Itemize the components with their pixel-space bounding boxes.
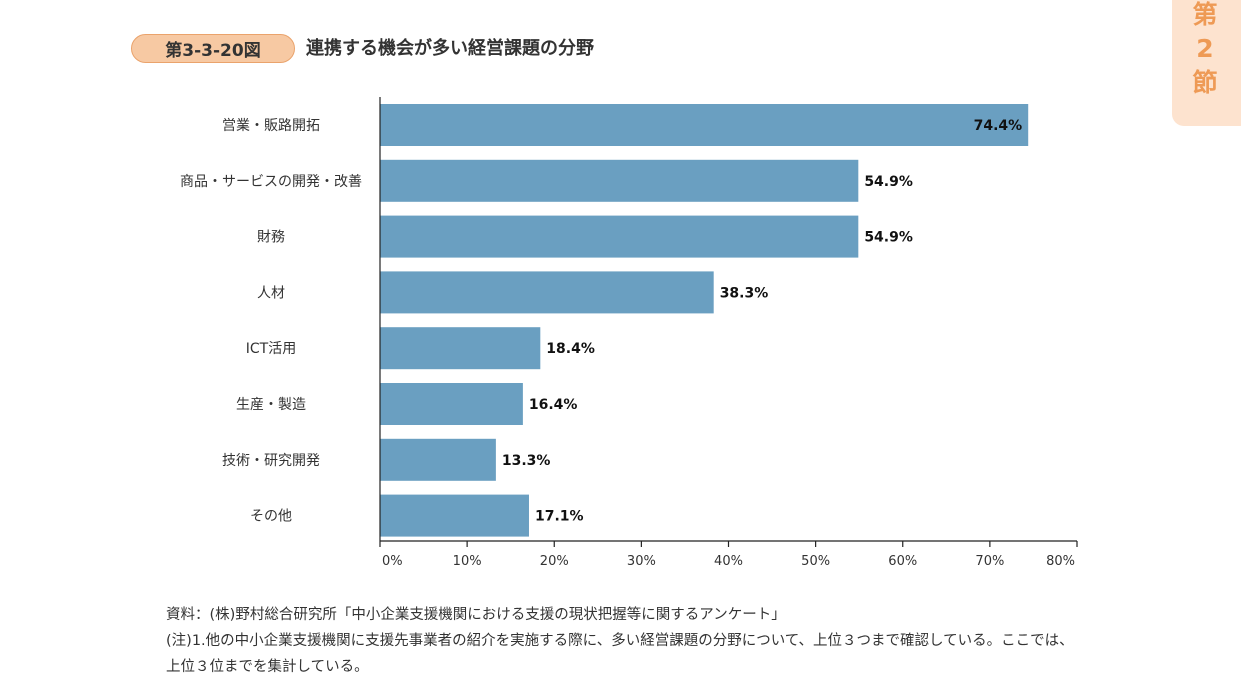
bar (380, 159, 859, 202)
category-label: 人材 (257, 285, 285, 301)
bar (380, 327, 541, 370)
section-tab-char: 2 (1196, 34, 1214, 63)
bar (380, 104, 1029, 146)
value-label: 17.1% (535, 509, 584, 525)
x-tick-label: 70% (975, 554, 1004, 569)
x-tick-label: 40% (714, 554, 743, 569)
value-label: 18.4% (546, 341, 595, 357)
value-label: 38.3% (720, 285, 769, 301)
bar (380, 494, 529, 537)
x-tick-label: 60% (888, 554, 917, 569)
figure-number-badge: 第3-3-20図 (131, 34, 295, 63)
section-tab-char: 第 (1192, 0, 1218, 29)
bar (380, 271, 714, 314)
section-tab-char: 節 (1192, 68, 1218, 97)
x-tick-label: 80% (1046, 554, 1075, 569)
category-label: 商品・サービスの開発・改善 (180, 174, 362, 190)
x-tick-label: 20% (540, 554, 569, 569)
category-label: 営業・販路開拓 (222, 118, 320, 134)
figure-title: 連携する機会が多い経営課題の分野 (306, 38, 594, 59)
bar (380, 383, 523, 425)
category-label: 生産・製造 (236, 397, 306, 413)
category-label: 技術・研究開発 (222, 453, 320, 469)
figure-number: 第3-3-20図 (165, 41, 261, 61)
bar (380, 438, 496, 481)
footnote: (注)1.他の中小企業支援機関に支援先事業者の紹介を実施する際に、多い経営課題の… (166, 633, 1074, 675)
bar (380, 215, 859, 258)
value-label: 74.4% (974, 118, 1023, 134)
value-label: 13.3% (502, 453, 551, 469)
category-label: ICT活用 (246, 341, 296, 357)
bar-chart: 営業・販路開拓 74.4% 商品・サービスの開発・改善 54.9% 財務 54.9% 人材 3… (180, 97, 1078, 569)
category-label: 財務 (257, 230, 285, 246)
notes: 資料：(株)野村総合研究所「中小企業支援機関における支援の現状把握等に関するアン… (166, 602, 1086, 680)
value-label: 54.9% (864, 230, 913, 246)
source-note: 資料：(株)野村総合研究所「中小企業支援機関における支援の現状把握等に関するアン… (166, 607, 786, 623)
value-label: 16.4% (529, 397, 578, 413)
value-label: 54.9% (864, 174, 913, 190)
x-tick-label: 30% (627, 554, 656, 569)
x-tick-label: 0% (382, 554, 403, 569)
section-tab: 第 2 節 (1172, 0, 1241, 126)
category-label: その他 (250, 509, 292, 525)
x-tick-label: 50% (801, 554, 830, 569)
x-tick-label: 10% (453, 554, 482, 569)
